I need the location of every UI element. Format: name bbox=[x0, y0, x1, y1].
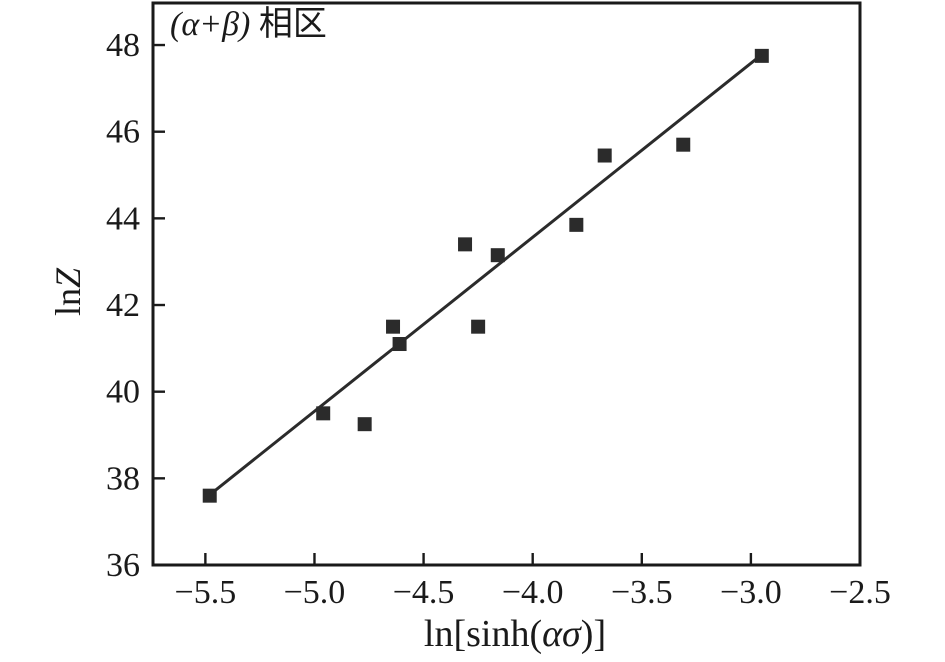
x-axis-title: ln[sinh(ασ)] bbox=[153, 613, 877, 656]
y-tick-label: 48 bbox=[106, 27, 140, 64]
data-point bbox=[386, 319, 401, 334]
xlabel-post: )] bbox=[580, 613, 607, 655]
y-tick-label: 36 bbox=[106, 547, 140, 584]
annotation-cjk: 相区 bbox=[250, 6, 327, 43]
data-point bbox=[676, 137, 691, 152]
plot-border bbox=[151, 1, 862, 567]
data-point bbox=[490, 248, 505, 263]
fit-line bbox=[208, 53, 763, 496]
data-point bbox=[458, 237, 473, 252]
y-tick-label: 40 bbox=[106, 374, 140, 411]
x-tick-label: −3.5 bbox=[611, 574, 673, 611]
xlabel-pre: ln[sinh( bbox=[423, 613, 543, 655]
x-tick-label: −5.0 bbox=[284, 574, 346, 611]
data-point bbox=[471, 319, 486, 334]
y-tick-label: 42 bbox=[106, 287, 140, 324]
y-tick-label: 38 bbox=[106, 460, 140, 497]
y-axis-title: lnZ bbox=[48, 267, 88, 317]
annotation-greek: (α+β) bbox=[170, 6, 251, 43]
ylabel-italic: Z bbox=[48, 267, 88, 289]
x-tick-label: −5.5 bbox=[175, 574, 237, 611]
y-tick-label: 46 bbox=[106, 114, 140, 151]
data-point bbox=[357, 417, 372, 432]
data-point bbox=[316, 406, 331, 421]
x-tick-label: −2.5 bbox=[829, 574, 891, 611]
x-tick-label: −4.5 bbox=[393, 574, 455, 611]
y-tick-label: 44 bbox=[106, 200, 140, 237]
xlabel-italic: ασ bbox=[542, 613, 581, 655]
phase-region-annotation: (α+β) 相区 bbox=[170, 6, 327, 43]
x-tick-label: −4.0 bbox=[502, 574, 564, 611]
x-tick-label: −3.0 bbox=[720, 574, 782, 611]
data-point bbox=[597, 148, 612, 163]
ylabel-pre: ln bbox=[48, 288, 88, 317]
data-point bbox=[569, 217, 584, 232]
